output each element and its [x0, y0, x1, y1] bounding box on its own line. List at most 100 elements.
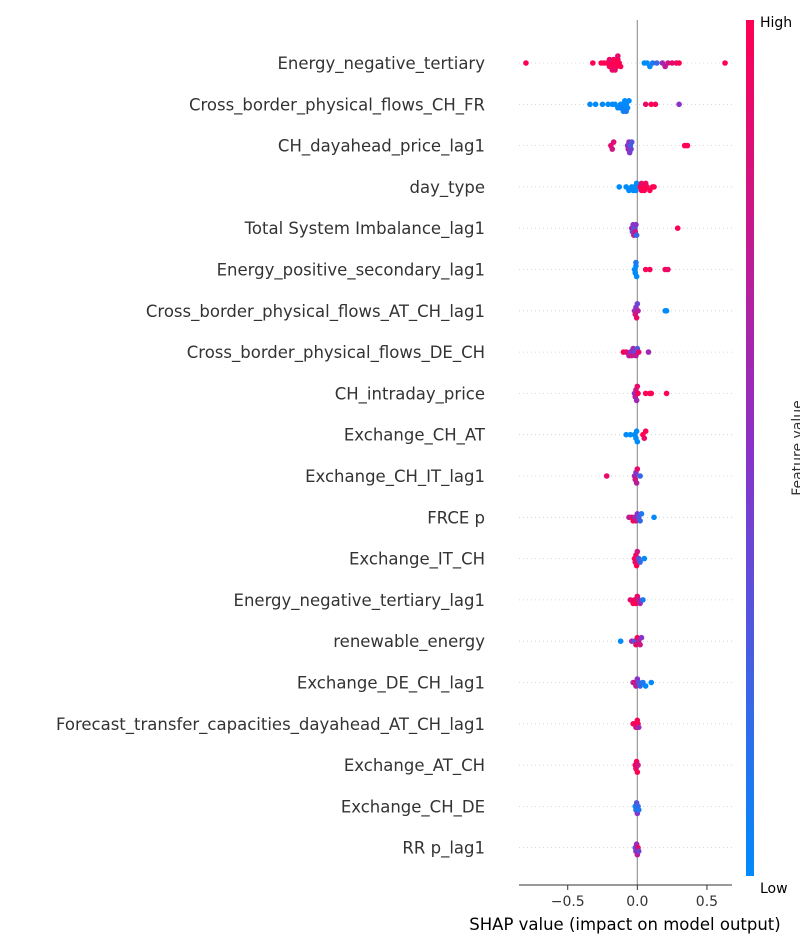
shap-point — [633, 397, 640, 404]
shap-point — [628, 146, 634, 152]
feature-label: Energy_positive_secondary_lag1 — [217, 261, 485, 281]
shap-point — [637, 641, 643, 648]
x-tick-label: −0.5 — [551, 894, 585, 910]
feature-label: Exchange_CH_DE — [341, 797, 485, 817]
shap-point — [609, 146, 616, 152]
shap-point — [651, 184, 657, 190]
shap-point — [633, 180, 640, 187]
shap-point — [641, 555, 648, 562]
shap-point — [633, 315, 640, 321]
feature-label: Energy_negative_tertiary_lag1 — [234, 591, 485, 611]
shap-point — [633, 273, 640, 280]
feature-label: CH_intraday_price — [335, 384, 485, 404]
shap-point — [665, 60, 671, 66]
shap-point — [623, 431, 629, 438]
feature-labels: Energy_negative_tertiary Cross_border_phy… — [56, 54, 486, 859]
shap-point — [651, 514, 657, 521]
shap-point — [642, 266, 649, 273]
shap-point — [642, 428, 649, 435]
shap-point — [669, 60, 675, 66]
shap-point — [635, 390, 641, 397]
shap-point — [635, 848, 642, 854]
shap-point — [635, 762, 641, 768]
feature-label: RR p_lag1 — [402, 839, 485, 859]
shap-point — [635, 724, 642, 731]
x-tick-label: 0.5 — [696, 894, 718, 910]
shap-point — [676, 60, 682, 66]
shap-point — [647, 266, 653, 273]
shap-point — [663, 390, 670, 397]
shap-point — [637, 518, 643, 524]
shap-point — [638, 511, 645, 517]
x-axis-ticks: −0.5 0.0 0.5 — [551, 885, 718, 910]
shap-point — [635, 308, 641, 314]
shap-point — [634, 383, 641, 390]
feature-label: Exchange_IT_CH — [349, 550, 485, 570]
shap-point — [637, 473, 643, 479]
shap-point — [523, 60, 529, 66]
shap-point — [606, 56, 613, 63]
shap-point — [635, 807, 642, 813]
feature-label: Exchange_AT_CH — [344, 756, 485, 776]
shap-point — [626, 98, 632, 104]
shap-point — [633, 562, 640, 569]
feature-label: Exchange_DE_CH_lag1 — [297, 674, 485, 694]
shap-point — [637, 559, 643, 565]
shap-point — [633, 187, 639, 194]
x-axis-title: SHAP value (impact on model output) — [469, 915, 780, 934]
grid-lines — [519, 62, 732, 849]
shap-point — [654, 60, 660, 66]
shap-point — [648, 679, 655, 686]
shap-point — [592, 101, 599, 108]
shap-point — [633, 232, 640, 238]
feature-label: Exchange_CH_AT — [344, 426, 486, 446]
shap-point — [610, 139, 617, 145]
shap-point — [652, 101, 659, 108]
shap-point — [599, 101, 606, 108]
shap-point — [627, 431, 634, 438]
colorbar-low-label: Low — [760, 881, 788, 897]
shap-point — [648, 390, 655, 397]
feature-label: Cross_border_physical_flows_AT_CH_lag1 — [146, 302, 485, 322]
feature-label: CH_dayahead_price_lag1 — [278, 137, 485, 157]
feature-label: Forecast_transfer_capacities_dayahead_AT… — [56, 715, 485, 735]
feature-label: renewable_energy — [333, 632, 485, 652]
feature-label: Total System Imbalance_lag1 — [244, 219, 485, 239]
data-points — [523, 53, 728, 858]
feature-label: day_type — [410, 178, 485, 198]
shap-point — [616, 184, 623, 190]
feature-label: Cross_border_physical_flows_DE_CH — [187, 343, 485, 363]
shap-point — [634, 548, 641, 555]
x-tick-label: 0.0 — [626, 894, 648, 910]
shap-point — [649, 60, 656, 66]
shap-point — [648, 101, 655, 108]
feature-label: Exchange_CH_IT_lag1 — [305, 467, 485, 487]
shap-point — [628, 139, 635, 145]
shap-point — [612, 67, 618, 73]
shap-point — [633, 259, 639, 266]
shap-point — [676, 101, 682, 108]
shap-point — [642, 390, 649, 397]
shap-point — [638, 180, 645, 187]
shap-point — [587, 101, 593, 108]
shap-point — [642, 683, 649, 689]
colorbar-high-label: High — [760, 15, 792, 31]
feature-label: Cross_border_physical_flows_CH_FR — [189, 95, 485, 115]
shap-point — [665, 266, 671, 273]
shap-point — [634, 301, 641, 307]
shap-point — [640, 597, 646, 603]
shap-point — [615, 53, 621, 59]
shap-point — [642, 180, 649, 187]
shap-point — [633, 428, 640, 435]
feature-label: FRCE p — [427, 508, 485, 527]
shap-point — [617, 638, 624, 644]
shap-point — [603, 473, 610, 479]
shap-point — [633, 480, 640, 486]
shap-point — [635, 349, 642, 355]
shap-point — [605, 101, 611, 108]
shap-point — [633, 221, 639, 228]
feature-label: Energy_negative_tertiary — [277, 54, 485, 74]
colorbar-title: Feature value — [790, 400, 800, 496]
shap-point — [684, 142, 691, 149]
